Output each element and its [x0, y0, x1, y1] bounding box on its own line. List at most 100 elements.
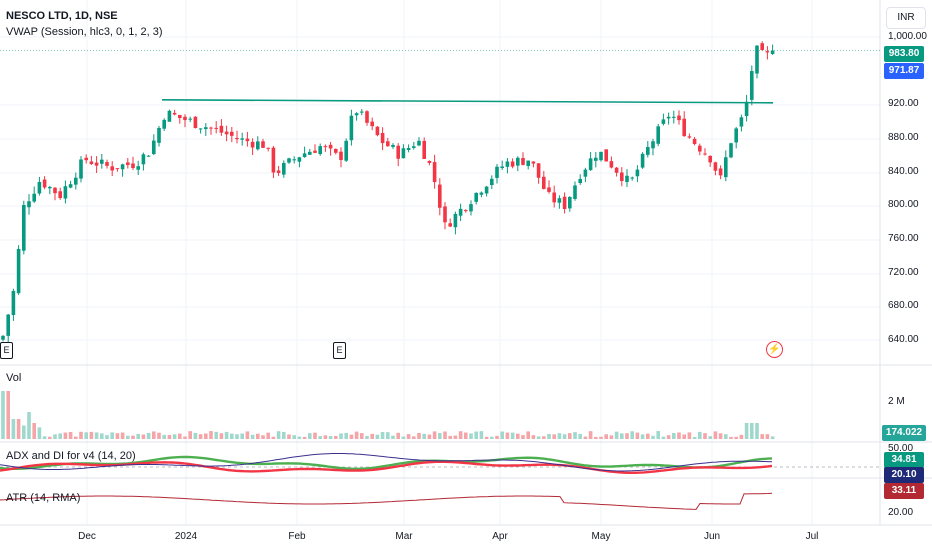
- candle: [79, 159, 83, 179]
- volume-bar: [276, 431, 281, 439]
- candle: [568, 196, 572, 209]
- volume-bar: [391, 435, 395, 439]
- candle: [464, 210, 468, 212]
- candle: [63, 186, 68, 199]
- candle: [344, 140, 348, 161]
- candle: [37, 181, 42, 194]
- candle: [557, 198, 562, 203]
- vwap-legend[interactable]: VWAP (Session, hlc3, 0, 1, 2, 3): [6, 26, 163, 38]
- candle: [146, 155, 151, 157]
- volume-bar: [630, 431, 634, 439]
- candle: [219, 125, 224, 133]
- candle: [510, 161, 515, 167]
- candle: [209, 127, 213, 129]
- volume-bar: [386, 432, 390, 439]
- volume-bar: [500, 431, 504, 439]
- candle: [126, 162, 130, 165]
- volume-bar: [651, 435, 655, 439]
- candle: [755, 45, 759, 74]
- volume-bar: [661, 436, 666, 439]
- volume-bar: [682, 434, 686, 439]
- volume-bar: [526, 431, 530, 439]
- candle: [698, 145, 702, 152]
- volume-bar: [724, 434, 728, 439]
- candle: [360, 111, 364, 113]
- candle: [438, 184, 442, 208]
- adx-lines: [0, 453, 880, 474]
- currency-badge[interactable]: INR: [886, 7, 926, 29]
- volume-bar: [536, 436, 541, 439]
- symbol-title[interactable]: NESCO LTD, 1D, NSE: [6, 10, 118, 22]
- atr-tag: 33.11: [884, 483, 924, 499]
- candle: [386, 141, 390, 147]
- volume-bar: [448, 435, 452, 439]
- volume-bar: [677, 432, 681, 439]
- volume-bar: [318, 436, 322, 439]
- price-candles: [1, 41, 775, 343]
- volume-bar: [328, 436, 333, 439]
- volume-bar: [375, 434, 380, 439]
- candle: [573, 185, 577, 199]
- volume-bar: [11, 419, 16, 439]
- volume-bar: [573, 432, 577, 439]
- candle: [94, 162, 99, 166]
- candle: [594, 157, 598, 161]
- volume-bar: [297, 436, 302, 439]
- volume-bar: [646, 433, 650, 439]
- candle: [167, 110, 172, 122]
- adx-tag: 34.81: [884, 452, 924, 468]
- adx-label[interactable]: ADX and DI for v4 (14, 20): [6, 450, 136, 462]
- volume-bar: [256, 433, 260, 439]
- candle: [313, 150, 317, 153]
- atr-label[interactable]: ATR (14, RMA): [6, 492, 81, 504]
- candle: [53, 187, 57, 194]
- candle: [6, 314, 10, 336]
- candle: [193, 116, 198, 128]
- candle: [48, 186, 52, 189]
- volume-bar: [510, 432, 515, 439]
- grid: [0, 0, 932, 526]
- volume-bar: [708, 436, 712, 439]
- dividend-icon[interactable]: ⚡: [766, 341, 783, 358]
- volume-bar: [625, 433, 629, 439]
- candle: [204, 127, 208, 130]
- time-axis-label: Jun: [703, 531, 721, 542]
- candle: [505, 161, 510, 167]
- volume-bar: [22, 425, 26, 439]
- candle: [266, 147, 270, 149]
- volume-bar: [588, 431, 593, 439]
- time-axis-label: Jul: [805, 531, 819, 542]
- candle: [682, 118, 686, 137]
- volume-bar: [516, 433, 520, 439]
- earnings-marker[interactable]: E: [333, 342, 346, 359]
- candle: [115, 168, 120, 170]
- volume-bar: [599, 436, 603, 439]
- time-axis-label: Feb: [288, 531, 306, 542]
- candle: [412, 146, 416, 148]
- time-axis-label: Mar: [395, 531, 413, 542]
- volume-label[interactable]: Vol: [6, 372, 22, 384]
- candle: [640, 153, 645, 168]
- volume-bar: [94, 432, 99, 439]
- volume-bars: [1, 391, 775, 439]
- candle: [604, 149, 608, 162]
- candle: [760, 43, 764, 51]
- earnings-marker[interactable]: E: [0, 342, 13, 359]
- candle: [708, 155, 712, 163]
- candle: [500, 166, 504, 168]
- price-axis-label: 920.00: [888, 98, 919, 110]
- volume-bar: [266, 432, 270, 439]
- candle: [308, 151, 312, 155]
- candle: [729, 143, 733, 158]
- price-axis-label: 720.00: [888, 266, 919, 278]
- candle: [334, 148, 338, 153]
- volume-bar: [219, 433, 224, 439]
- volume-bar: [432, 431, 437, 439]
- volume-bar: [136, 433, 140, 439]
- volume-bar: [365, 435, 369, 439]
- candle: [620, 172, 624, 182]
- volume-bar: [568, 433, 572, 439]
- candle: [224, 131, 229, 135]
- candle: [256, 141, 260, 150]
